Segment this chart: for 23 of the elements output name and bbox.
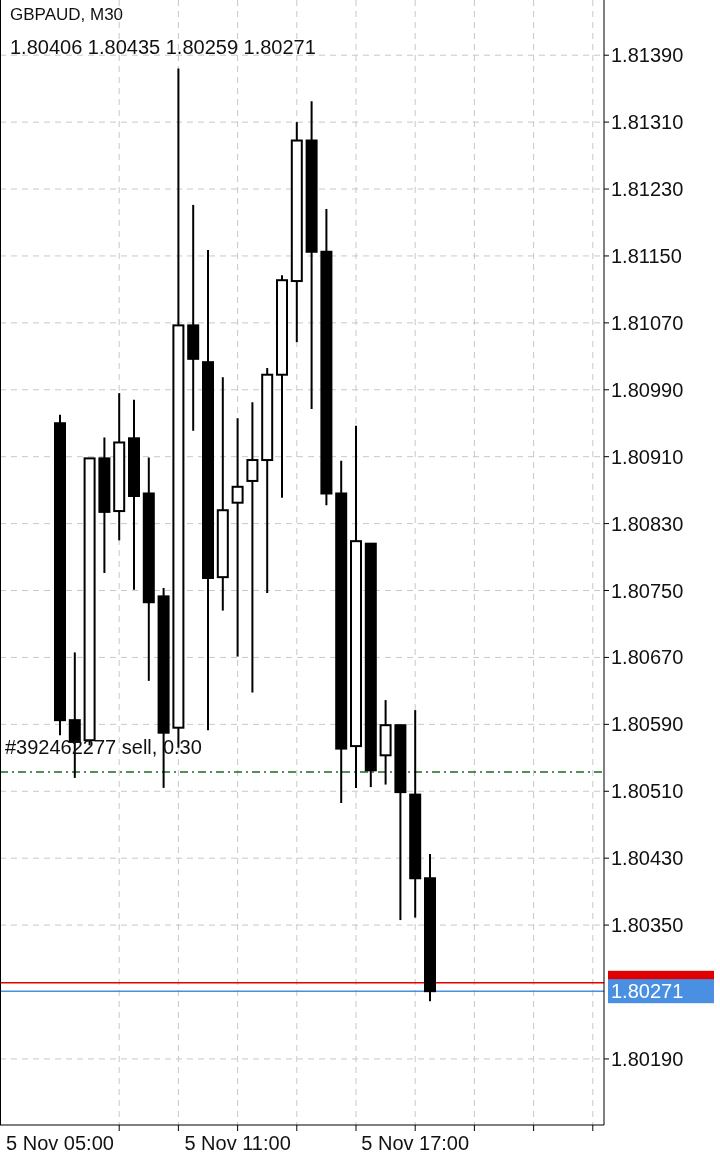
ref-line-label: 1.80271 (611, 980, 684, 1003)
y-tick-label: 1.81310 (611, 111, 684, 134)
y-tick-label: 1.80350 (611, 914, 684, 937)
y-tick-label: 1.81150 (611, 244, 682, 267)
y-tick-label: 1.80830 (611, 512, 684, 535)
y-tick-label: 1.80590 (611, 713, 684, 736)
candlestick (231, 417, 244, 658)
x-tick-label: 5 Nov 17:00 (361, 1132, 470, 1154)
y-tick-label: 1.80510 (611, 780, 684, 803)
y-tick-label: 1.81390 (611, 44, 684, 67)
y-tick-label: 1.80430 (611, 847, 684, 870)
text: 1.80406 1.80435 1.80259 1.80271 (10, 36, 316, 58)
y-tick-label: 1.80670 (611, 646, 684, 669)
y-tick-label: 1.81070 (611, 311, 684, 334)
x-tick-label: 5 Nov 05:00 (6, 1132, 114, 1154)
y-tick-label: 1.80190 (611, 1047, 684, 1070)
y-tick-label: 1.81230 (611, 178, 684, 201)
chart-title: GBPAUD, M30 (10, 5, 124, 24)
candlestick (246, 401, 259, 694)
y-tick-label: 1.80990 (611, 378, 684, 401)
x-tick-label: 5 Nov 11:00 (184, 1132, 291, 1154)
y-tick-label: 1.80750 (611, 579, 684, 602)
y-tick-label: 1.80910 (611, 445, 684, 468)
